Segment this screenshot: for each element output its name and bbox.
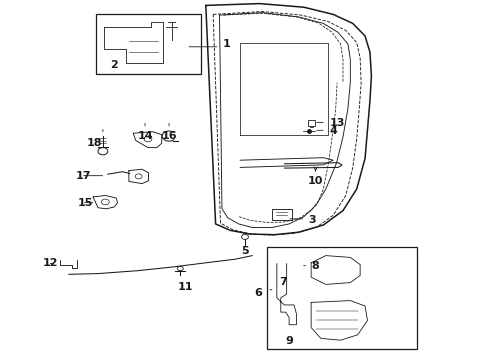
Bar xyxy=(308,120,315,126)
Text: 8: 8 xyxy=(312,261,319,271)
Text: 13: 13 xyxy=(329,118,344,128)
Text: 17: 17 xyxy=(76,171,92,181)
Bar xyxy=(267,247,416,349)
Text: 7: 7 xyxy=(279,276,287,287)
Text: 1: 1 xyxy=(223,39,231,49)
Text: 15: 15 xyxy=(77,198,93,208)
Text: 11: 11 xyxy=(177,282,193,292)
Text: 16: 16 xyxy=(161,131,177,141)
Text: 4: 4 xyxy=(329,126,337,136)
Text: 18: 18 xyxy=(86,138,102,148)
Text: 2: 2 xyxy=(110,60,118,70)
Bar xyxy=(272,209,292,220)
Text: 12: 12 xyxy=(43,258,59,268)
Text: 9: 9 xyxy=(285,336,293,346)
Text: 3: 3 xyxy=(309,215,317,225)
Text: 6: 6 xyxy=(254,288,262,298)
Bar xyxy=(96,14,201,74)
Text: 14: 14 xyxy=(137,131,153,141)
Text: 5: 5 xyxy=(241,246,249,256)
Text: 10: 10 xyxy=(308,176,323,186)
